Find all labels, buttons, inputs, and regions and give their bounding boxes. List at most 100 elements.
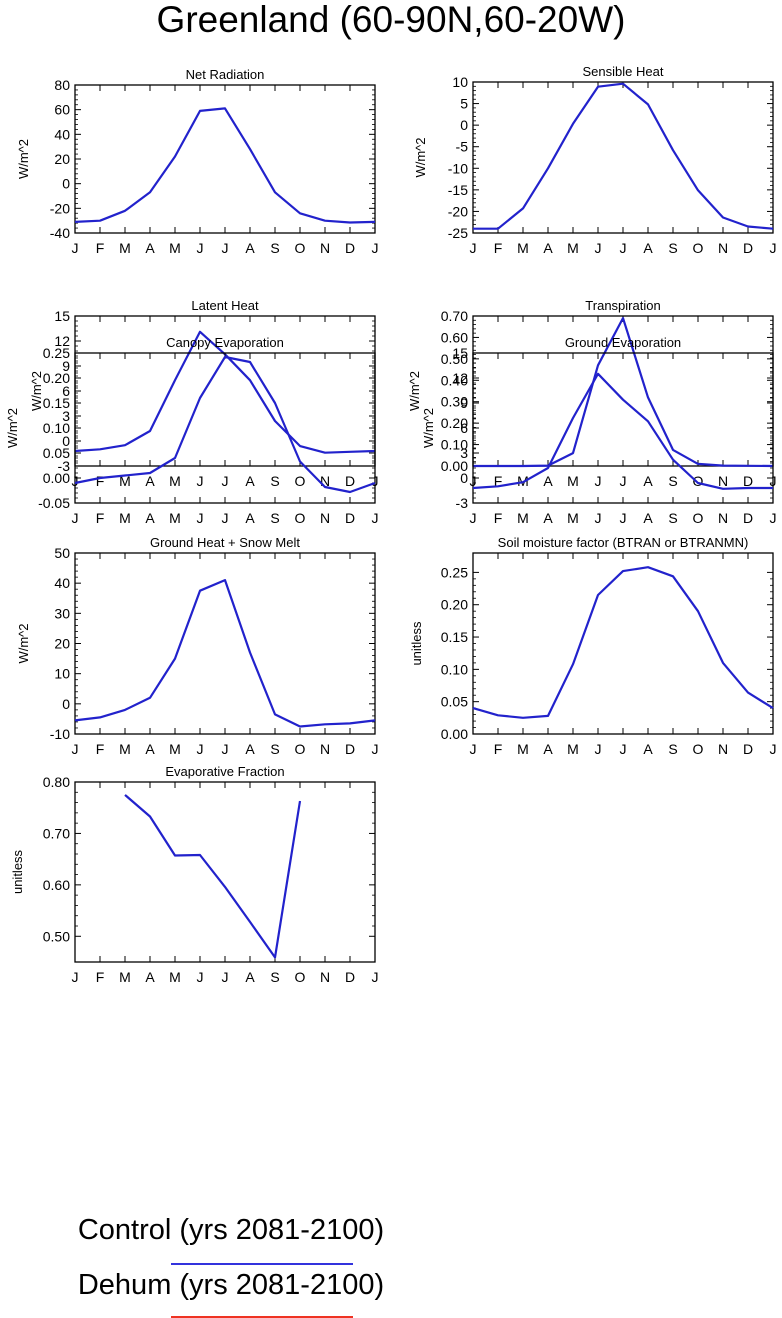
x-tick-label: J — [595, 240, 602, 256]
x-tick-label: A — [245, 240, 255, 256]
y-tick-label: 20 — [54, 636, 70, 652]
x-tick-label: M — [169, 510, 181, 526]
y-axis-label: W/m^2 — [29, 371, 44, 411]
x-tick-label: D — [345, 969, 355, 985]
x-tick-label: J — [595, 741, 602, 757]
x-tick-label: A — [145, 741, 155, 757]
legend-line-dehum — [171, 1316, 353, 1318]
x-tick-label: A — [245, 741, 255, 757]
x-tick-label: J — [620, 473, 627, 489]
y-tick-label: 0.10 — [43, 420, 70, 436]
y-tick-label: 0.10 — [441, 661, 468, 677]
x-tick-label: A — [543, 240, 553, 256]
y-tick-label: 40 — [54, 126, 70, 142]
y-tick-label: 0.70 — [441, 308, 468, 324]
x-tick-label: N — [320, 741, 330, 757]
y-tick-label: 0.10 — [441, 437, 468, 453]
x-tick-label: A — [543, 741, 553, 757]
x-tick-label: J — [620, 240, 627, 256]
x-tick-label: M — [169, 741, 181, 757]
y-tick-label: 0.60 — [441, 329, 468, 345]
x-tick-label: J — [197, 240, 204, 256]
x-tick-label: F — [494, 741, 503, 757]
y-tick-label: 0.25 — [441, 564, 468, 580]
x-tick-label: M — [119, 969, 131, 985]
y-tick-label: 10 — [54, 666, 70, 682]
x-tick-label: N — [718, 510, 728, 526]
y-tick-label: 12 — [452, 370, 468, 386]
y-tick-label: 0.20 — [43, 370, 70, 386]
x-tick-label: N — [320, 969, 330, 985]
plot-frame — [74, 781, 376, 963]
y-tick-label: 12 — [54, 333, 70, 349]
x-tick-label: S — [270, 473, 279, 489]
x-tick-label: S — [668, 510, 677, 526]
y-tick-label: -3 — [456, 495, 469, 511]
x-tick-label: J — [222, 510, 229, 526]
x-tick-label: J — [197, 510, 204, 526]
y-tick-label: -15 — [448, 182, 468, 198]
y-tick-label: -20 — [448, 203, 468, 219]
x-tick-label: A — [543, 510, 553, 526]
y-tick-label: 0.50 — [43, 928, 70, 944]
x-tick-label: J — [222, 969, 229, 985]
panel-title: Evaporative Fraction — [165, 764, 284, 779]
y-tick-label: 5 — [460, 96, 468, 112]
panel-title: Transpiration — [585, 298, 660, 313]
y-tick-label: 0.50 — [441, 351, 468, 367]
y-tick-label: 15 — [54, 308, 70, 324]
y-tick-label: 0.05 — [43, 445, 70, 461]
y-tick-label: -20 — [50, 200, 70, 216]
y-tick-label: 60 — [54, 102, 70, 118]
x-tick-label: F — [96, 510, 105, 526]
x-tick-label: S — [668, 240, 677, 256]
y-tick-label: 0 — [62, 696, 70, 712]
x-tick-label: A — [245, 969, 255, 985]
y-tick-label: 0.15 — [43, 395, 70, 411]
x-tick-label: J — [770, 240, 777, 256]
y-axis-label: W/m^2 — [5, 408, 20, 448]
y-tick-label: 0 — [62, 433, 70, 449]
y-tick-label: 80 — [54, 77, 70, 93]
x-tick-label: O — [295, 969, 306, 985]
panel-title: Net Radiation — [186, 67, 265, 82]
x-tick-label: F — [96, 473, 105, 489]
x-tick-label: J — [72, 240, 79, 256]
y-tick-label: 0.15 — [441, 629, 468, 645]
y-tick-label: 0.25 — [43, 345, 70, 361]
panel-title: Ground Heat + Snow Melt — [150, 535, 300, 550]
x-tick-label: M — [517, 741, 529, 757]
y-tick-label: -3 — [58, 458, 71, 474]
x-tick-label: M — [517, 510, 529, 526]
y-axis-label: W/m^2 — [16, 139, 31, 179]
x-tick-label: J — [197, 473, 204, 489]
x-tick-label: J — [222, 240, 229, 256]
y-axis-label: W/m^2 — [407, 371, 422, 411]
x-tick-label: J — [770, 741, 777, 757]
x-tick-label: N — [320, 510, 330, 526]
y-tick-label: 0.00 — [441, 726, 468, 742]
y-tick-label: 0.00 — [43, 470, 70, 486]
x-tick-label: J — [222, 741, 229, 757]
x-tick-label: J — [470, 240, 477, 256]
series-line — [472, 372, 773, 490]
x-tick-label: A — [643, 510, 653, 526]
y-tick-label: 0.30 — [441, 394, 468, 410]
x-tick-label: A — [245, 473, 255, 489]
y-tick-label: 0.20 — [441, 597, 468, 613]
x-tick-label: M — [517, 240, 529, 256]
x-tick-label: M — [567, 510, 579, 526]
y-tick-label: 6 — [62, 383, 70, 399]
x-tick-label: N — [718, 741, 728, 757]
chart-panel: Transpiration W/m^2 0.00 0.10 0.20 0.30 0.40 0.… — [407, 298, 777, 489]
y-axis-label: W/m^2 — [421, 408, 436, 448]
x-tick-label: O — [295, 510, 306, 526]
legend-label-dehum: Dehum (yrs 2081-2100) — [77, 1269, 385, 1301]
y-tick-label: 9 — [62, 358, 70, 374]
legend-label-control: Control (yrs 2081-2100) — [77, 1214, 385, 1246]
y-axis-label: W/m^2 — [16, 623, 31, 663]
y-tick-label: 0.05 — [441, 694, 468, 710]
x-tick-label: A — [245, 510, 255, 526]
series-line — [74, 107, 376, 224]
x-tick-label: S — [668, 473, 677, 489]
